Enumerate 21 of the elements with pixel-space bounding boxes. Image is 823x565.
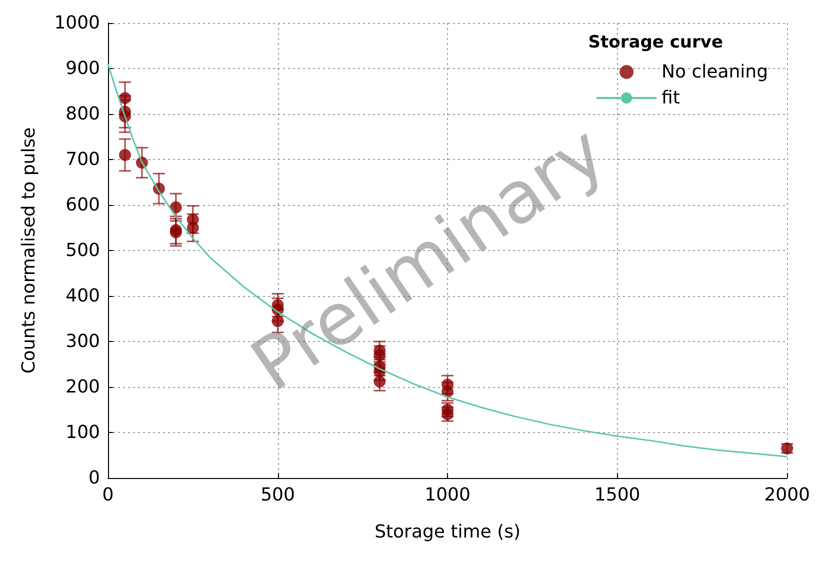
x-tick-label: 0 (102, 484, 114, 506)
y-tick-label: 0 (88, 468, 100, 488)
y-tick-label: 100 (66, 422, 100, 443)
y-tick-label: 400 (66, 286, 100, 306)
legend-label: fit (662, 88, 680, 108)
legend-title: Storage curve (588, 32, 724, 52)
y-tick-label: 900 (66, 58, 100, 79)
y-tick-label: 600 (66, 194, 100, 216)
y-tick-label: 1000 (54, 12, 100, 34)
y-tick-label: 800 (66, 104, 100, 124)
x-axis-title: Storage time (s) (374, 522, 521, 542)
x-tick-label: 1000 (424, 484, 470, 506)
y-axis-title: Counts normalised to pulse (18, 127, 40, 374)
x-tick-label: 2000 (764, 484, 810, 506)
y-tick-label: 500 (66, 240, 100, 261)
x-tick-label: 500 (260, 484, 295, 506)
y-tick-label: 200 (66, 376, 100, 398)
y-tick-label: 700 (66, 149, 100, 170)
y-tick-label: 300 (66, 331, 100, 352)
x-tick-label: 1500 (594, 484, 640, 506)
legend-label: No cleaning (662, 62, 768, 82)
